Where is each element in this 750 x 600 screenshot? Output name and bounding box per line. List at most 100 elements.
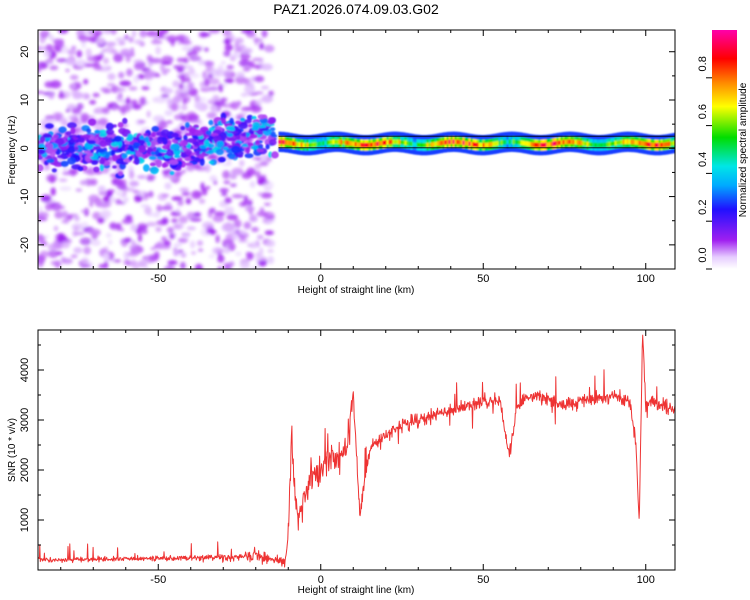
noise-core-blob (160, 129, 170, 138)
signal-core (512, 139, 516, 145)
noise-speck (246, 167, 256, 176)
noise-speck (94, 30, 103, 37)
noise-core-blob (91, 159, 99, 165)
noise-speck (161, 217, 169, 225)
noise-speck (194, 100, 203, 110)
noise-speck (83, 246, 91, 255)
noise-speck (150, 247, 156, 251)
noise-speck (103, 30, 112, 35)
noise-core-blob (143, 164, 150, 172)
signal-core (436, 141, 440, 146)
signal-core (570, 139, 574, 145)
noise-speck (50, 187, 56, 196)
noise-speck (84, 93, 91, 100)
signal-core (392, 139, 396, 145)
noise-speck (124, 99, 131, 104)
signal-core (608, 141, 612, 147)
noise-core-blob (138, 145, 147, 153)
signal-core (598, 142, 602, 148)
noise-speck (76, 50, 83, 58)
noise-speck (164, 110, 174, 116)
noise-speck (243, 221, 252, 230)
colorbar-ticks: 0.0 0.2 0.4 0.6 0.8 (697, 56, 712, 270)
signal-core (452, 139, 456, 144)
signal-core (644, 141, 648, 147)
snr-panel: -50 0 50 100 1000 2000 3000 4000 Height of stra… (7, 329, 676, 596)
noise-speck (138, 259, 148, 268)
noise-core-blob (190, 155, 196, 160)
noise-speck (163, 240, 171, 247)
noise-core-blob (132, 141, 140, 149)
noise-speck (113, 53, 124, 63)
noise-speck (155, 226, 162, 232)
noise-speck (222, 170, 231, 180)
noise-speck (89, 228, 101, 236)
signal-core (414, 142, 418, 147)
signal-core (516, 139, 520, 145)
snr-x-tick-label: -50 (150, 574, 166, 586)
noise-core-blob (259, 117, 268, 124)
noise-speck (120, 228, 125, 232)
signal-core (664, 142, 668, 147)
noise-speck (93, 64, 102, 71)
noise-speck (130, 259, 137, 266)
noise-speck (43, 50, 52, 58)
noise-speck (242, 48, 253, 54)
noise-speck (101, 48, 107, 53)
signal-core (480, 142, 484, 148)
noise-speck (254, 36, 259, 46)
noise-core-blob (270, 131, 276, 138)
spectrogram-y-tick-label: 0 (19, 145, 31, 151)
colorbar-tick-label: 0.0 (697, 247, 709, 262)
noise-speck (102, 57, 110, 64)
signal-core (602, 142, 606, 148)
noise-speck (89, 178, 98, 186)
noise-speck (85, 48, 92, 58)
signal-core (344, 140, 348, 145)
noise-speck (141, 86, 150, 91)
noise-core-blob (67, 122, 77, 129)
noise-speck (233, 219, 242, 229)
signal-core (484, 142, 488, 148)
signal-core (658, 142, 662, 148)
noise-speck (160, 93, 170, 98)
signal-core (582, 141, 586, 146)
noise-core-blob (222, 146, 229, 151)
signal-core (620, 139, 624, 145)
noise-speck (181, 46, 193, 51)
noise-speck (217, 266, 222, 269)
noise-speck (173, 250, 179, 257)
noise-speck (154, 96, 167, 104)
noise-speck (81, 221, 89, 227)
signal-core (460, 140, 464, 145)
noise-speck (131, 30, 137, 38)
signal-core (298, 142, 302, 147)
signal-core (496, 141, 500, 146)
noise-speck (226, 65, 234, 70)
spectrogram-data (38, 30, 675, 269)
noise-speck (38, 211, 49, 219)
signal-core (404, 140, 408, 146)
signal-core (668, 141, 672, 147)
noise-speck (217, 254, 225, 263)
signal-core (422, 142, 426, 148)
noise-core-blob (67, 145, 76, 154)
signal-core (440, 140, 444, 146)
noise-speck (243, 112, 248, 117)
noise-core-blob (144, 136, 150, 143)
noise-core-blob (94, 129, 101, 134)
noise-speck (105, 232, 112, 239)
signal-core (656, 142, 660, 148)
spectrogram-x-tick-label: -50 (150, 273, 166, 285)
noise-speck (239, 159, 245, 167)
noise-speck (237, 239, 249, 243)
noise-speck (176, 66, 184, 73)
noise-speck (123, 259, 131, 266)
noise-speck (178, 215, 189, 224)
noise-speck (54, 113, 62, 122)
noise-speck (263, 44, 275, 53)
noise-speck (208, 254, 216, 259)
noise-core-blob (169, 171, 175, 176)
noise-core-blob (67, 157, 76, 165)
noise-core-blob (121, 153, 128, 159)
